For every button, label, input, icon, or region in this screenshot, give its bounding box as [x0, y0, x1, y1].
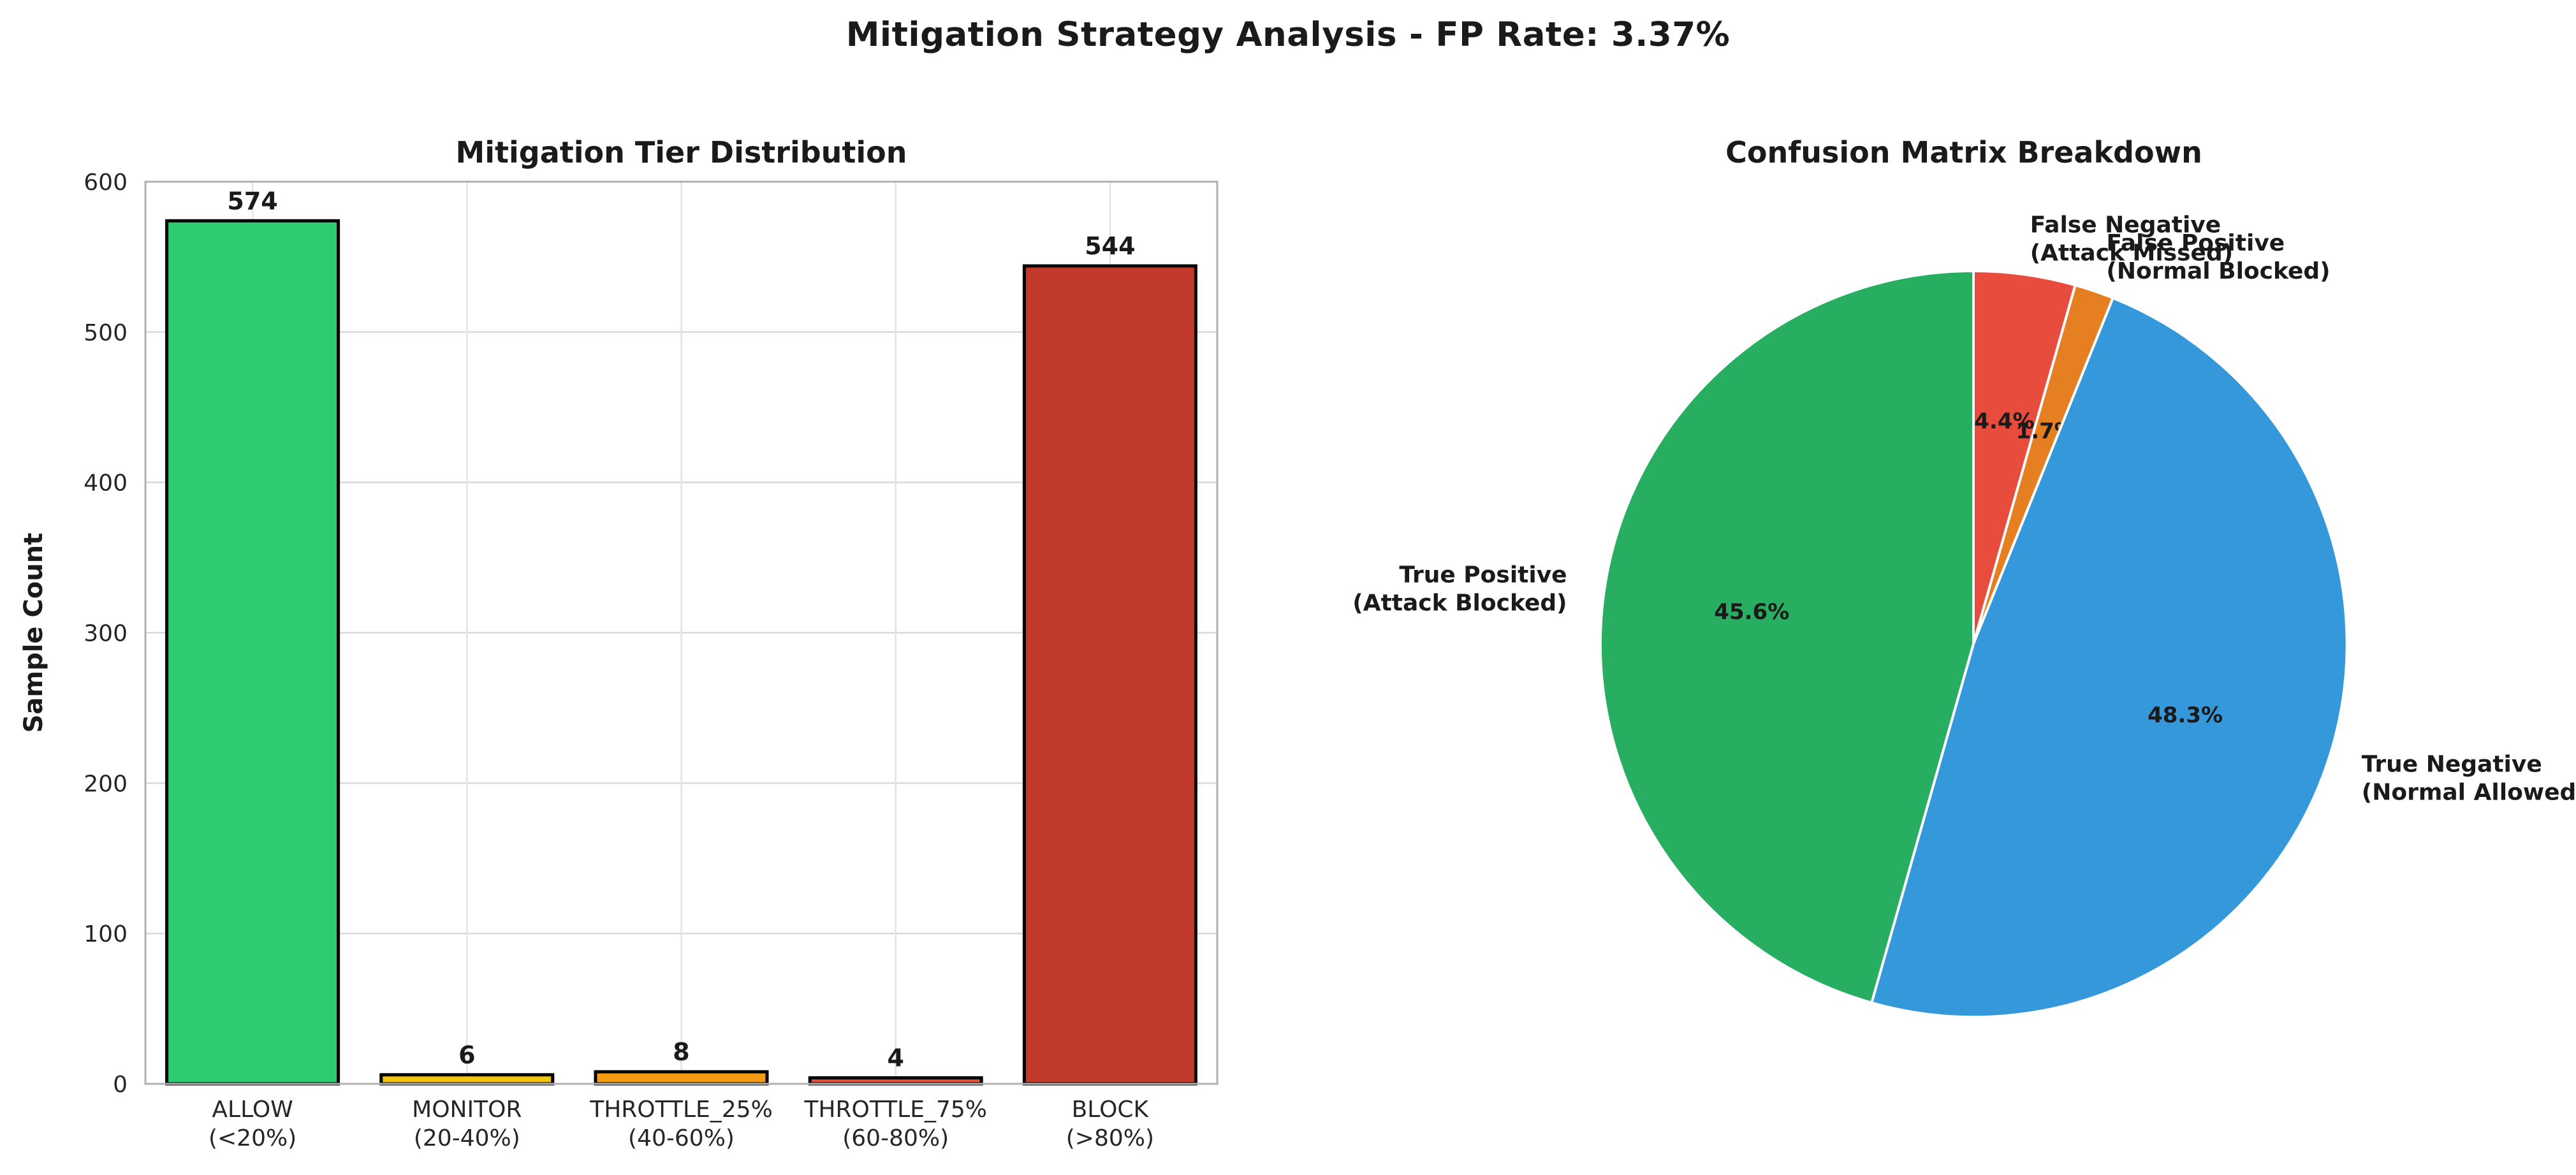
- bar-value-label-1: 6: [458, 1041, 475, 1069]
- bar-2: [594, 1070, 769, 1086]
- bar-value-label-4: 544: [1085, 232, 1135, 260]
- pie-pct-label-0: 4.4%: [1974, 409, 2034, 434]
- pie-slice-label-0: (Attack Missed): [2030, 240, 2234, 266]
- pie-pct-label-3: 45.6%: [1714, 599, 1789, 625]
- x-tick-label-3: THROTTLE_75%: [803, 1097, 987, 1123]
- y-tick-label: 400: [84, 471, 128, 497]
- pie-slice-label-2: (Normal Allowed): [2362, 779, 2576, 805]
- x-tick-label-2: (40-60%): [628, 1125, 735, 1151]
- pie-chart-title: Confusion Matrix Breakdown: [1725, 135, 2202, 170]
- x-tick-label-1: MONITOR: [412, 1097, 522, 1123]
- bar-value-label-2: 8: [673, 1038, 689, 1066]
- figure-title: Mitigation Strategy Analysis - FP Rate: …: [845, 15, 1731, 54]
- bar-chart: 574 6 8 4 544 0 100 200 300 400 500 600 ALLOW(<20%) M…: [19, 135, 1218, 1151]
- bar-0: [165, 219, 340, 1086]
- y-tick-label: 0: [113, 1072, 128, 1098]
- bar-value-label-3: 4: [887, 1044, 904, 1072]
- x-tick-label-4: (>80%): [1066, 1125, 1154, 1151]
- x-tick-label-0: ALLOW: [212, 1097, 293, 1123]
- y-tick-label: 100: [84, 921, 128, 947]
- pie-slice-label-0: False Negative: [2030, 212, 2221, 238]
- x-tick-label-2: THROTTLE_25%: [589, 1097, 773, 1123]
- bar-1: [379, 1073, 555, 1086]
- pie-pct-label-2: 48.3%: [2148, 703, 2223, 728]
- pie-slice-3: [1599, 269, 1975, 1005]
- bar-value-label-0: 574: [227, 187, 277, 215]
- pie-slice-label-1: (Normal Blocked): [2106, 258, 2330, 284]
- bar-chart-title: Mitigation Tier Distribution: [456, 135, 907, 170]
- x-tick-label-0: (<20%): [209, 1125, 296, 1151]
- axes-border: [144, 180, 1218, 1085]
- pie-slice-label-3: (Attack Blocked): [1352, 590, 1567, 616]
- pie-chart: Confusion Matrix Breakdown 4.4% False Nega…: [1352, 135, 2576, 1019]
- bar-4: [1022, 264, 1197, 1086]
- x-tick-label-3: (60-80%): [842, 1125, 949, 1151]
- x-tick-label-4: BLOCK: [1072, 1097, 1150, 1123]
- pie-slice-label-1: False Positive: [2106, 230, 2285, 256]
- y-tick-label: 600: [84, 170, 128, 196]
- y-tick-label: 200: [84, 771, 128, 797]
- y-tick-label: 300: [84, 621, 128, 647]
- y-tick-label: 500: [84, 320, 128, 346]
- pie-slice-2: [1870, 296, 2348, 1019]
- pie-slice-label-3: True Positive: [1399, 562, 1567, 588]
- pie-slice-label-2: True Negative: [2362, 751, 2542, 777]
- x-tick-label-1: (20-40%): [414, 1125, 520, 1151]
- y-axis-label: Sample Count: [19, 533, 48, 733]
